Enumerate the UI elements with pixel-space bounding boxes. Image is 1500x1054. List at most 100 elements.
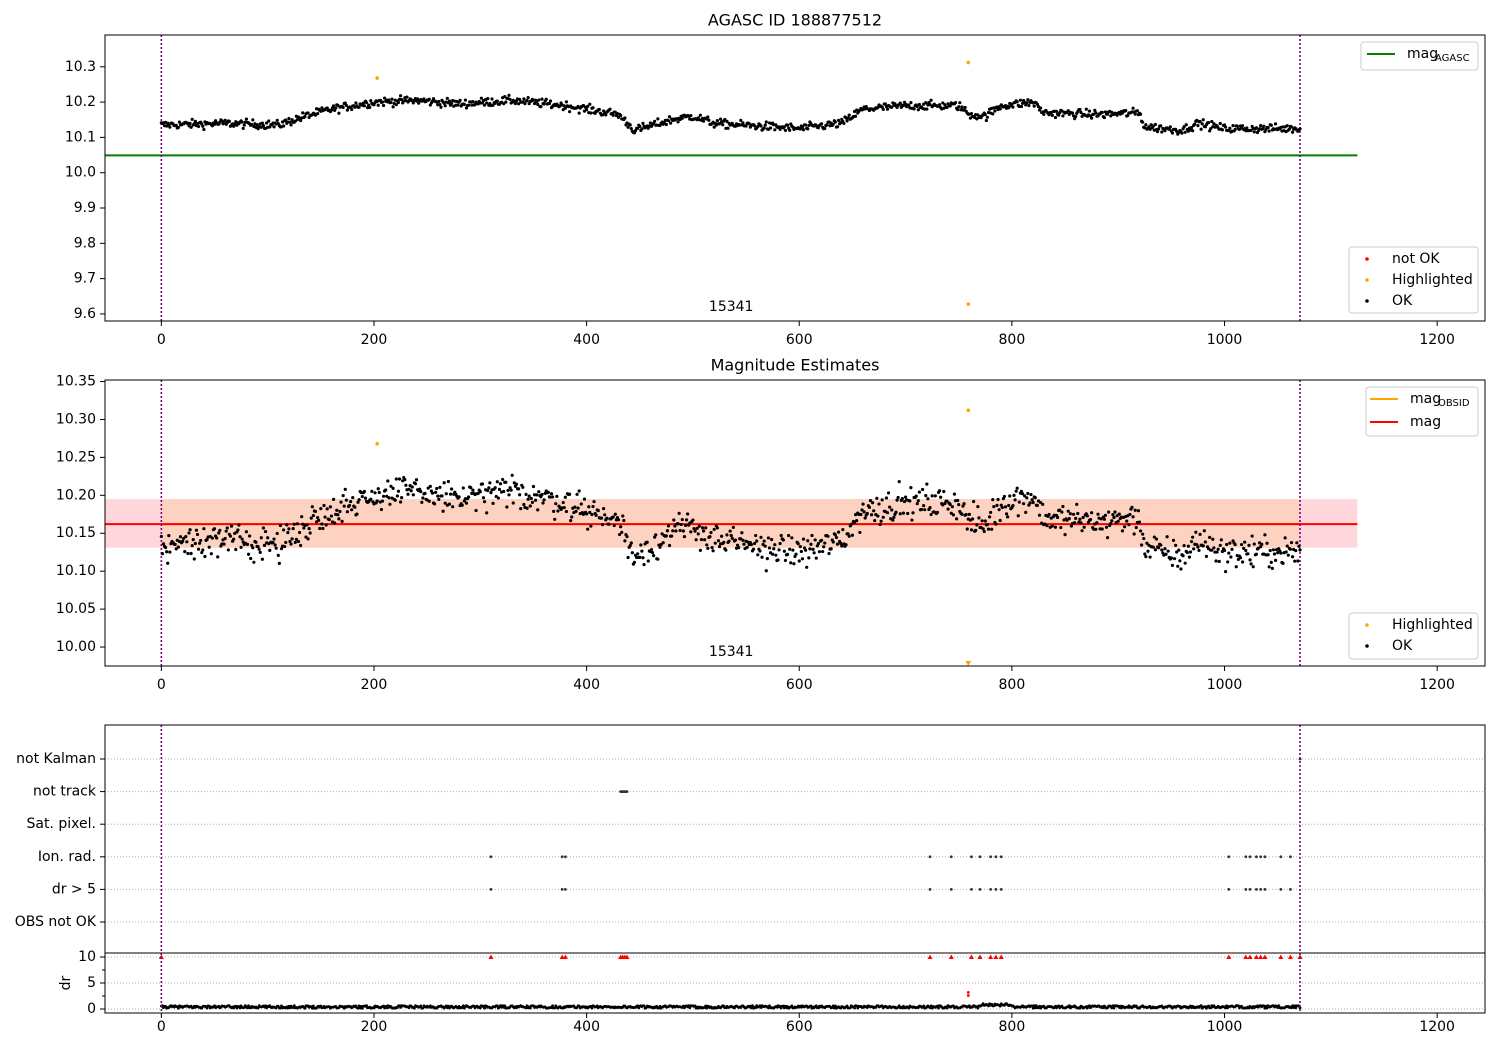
ok-point	[1287, 127, 1291, 131]
ok-point	[391, 105, 395, 109]
ok-point	[901, 511, 906, 515]
ok-point	[1029, 492, 1033, 497]
ok-point	[1262, 124, 1266, 128]
ok-point	[875, 496, 879, 500]
ok-point	[1286, 553, 1290, 557]
ok-point	[380, 100, 385, 104]
ok-point	[343, 487, 347, 491]
ok-point	[1147, 125, 1151, 129]
ok-point	[600, 523, 605, 527]
ok-point	[695, 526, 699, 530]
dr-point	[751, 1004, 754, 1008]
ok-point	[741, 538, 745, 542]
dr-clipped-marker	[1247, 954, 1253, 959]
ok-point	[1138, 529, 1143, 533]
ok-point	[448, 492, 453, 496]
ok-point	[1217, 559, 1221, 564]
ok-point	[356, 500, 360, 504]
ok-point	[1269, 123, 1273, 127]
ok-point	[801, 128, 806, 132]
ok-point	[1179, 567, 1183, 571]
ok-point	[799, 549, 803, 554]
ok-point	[467, 495, 471, 499]
ok-point	[1239, 542, 1244, 547]
x-tick-label: 0	[157, 332, 166, 348]
ok-point	[526, 95, 530, 100]
ok-point	[588, 510, 592, 515]
ok-point	[246, 552, 251, 556]
ok-point	[522, 502, 526, 507]
ok-point	[1012, 493, 1016, 497]
ok-point	[241, 126, 245, 131]
ok-point	[1104, 525, 1109, 529]
ok-point	[311, 513, 315, 518]
axes-frame	[104, 379, 1486, 667]
flag-point	[949, 855, 953, 859]
ok-point	[1244, 548, 1248, 553]
ok-point	[1061, 114, 1065, 118]
ok-point	[659, 543, 663, 547]
ok-point	[297, 530, 302, 535]
ok-point	[523, 101, 527, 106]
ok-point	[282, 124, 286, 128]
ok-point	[279, 547, 284, 551]
ok-point	[168, 125, 172, 129]
legend-label: Highlighted	[1392, 617, 1473, 633]
dr-point	[848, 1006, 852, 1010]
ok-point	[581, 103, 586, 108]
dr-point	[929, 1004, 933, 1008]
ok-point	[1050, 113, 1054, 117]
ok-point	[1008, 494, 1012, 498]
ok-point	[1273, 558, 1278, 563]
dr-clipped-marker	[1253, 954, 1259, 959]
ok-point	[265, 121, 269, 125]
ok-point	[526, 497, 530, 501]
ok-point	[195, 532, 200, 537]
ok-point	[926, 497, 930, 501]
ok-point	[563, 495, 567, 499]
dr-point	[264, 1004, 267, 1008]
ok-point	[1136, 509, 1141, 513]
ok-point	[463, 98, 468, 102]
ok-point	[880, 498, 884, 502]
ok-point	[351, 496, 355, 500]
ok-point	[218, 528, 222, 532]
ok-point	[1079, 521, 1083, 525]
ok-point	[696, 532, 700, 536]
ok-point	[240, 120, 244, 124]
y-tick-label: 10.15	[56, 525, 96, 541]
ok-point	[1219, 538, 1223, 542]
ok-point	[724, 548, 728, 552]
ok-point	[201, 124, 205, 128]
flag-point	[994, 855, 998, 859]
ok-point	[244, 530, 249, 534]
ok-point	[777, 548, 781, 552]
ok-point	[1078, 517, 1082, 521]
flag-point	[1259, 888, 1263, 891]
ok-point	[956, 498, 960, 503]
ok-point	[884, 496, 889, 500]
ok-point	[576, 104, 580, 109]
ok-point	[585, 512, 589, 516]
ok-point	[394, 103, 398, 107]
ok-point	[953, 101, 958, 105]
ok-point	[431, 97, 436, 101]
y-tick-label: 9.9	[74, 200, 96, 216]
ok-point	[258, 550, 262, 554]
ok-point	[1165, 535, 1169, 539]
ok-point	[1141, 532, 1145, 536]
ok-point	[504, 480, 508, 484]
flag-point	[1255, 888, 1258, 891]
ok-point	[885, 107, 890, 111]
ok-point	[650, 550, 655, 555]
ok-point	[482, 500, 487, 504]
dr-clipped-marker	[998, 954, 1004, 959]
ok-point	[1298, 548, 1302, 552]
ok-point	[1226, 560, 1230, 564]
dr-point	[704, 1004, 708, 1008]
ok-point	[549, 492, 554, 496]
ok-point	[196, 547, 201, 551]
ok-point	[1027, 103, 1031, 108]
ok-point	[1002, 494, 1007, 499]
ok-point	[474, 508, 478, 513]
